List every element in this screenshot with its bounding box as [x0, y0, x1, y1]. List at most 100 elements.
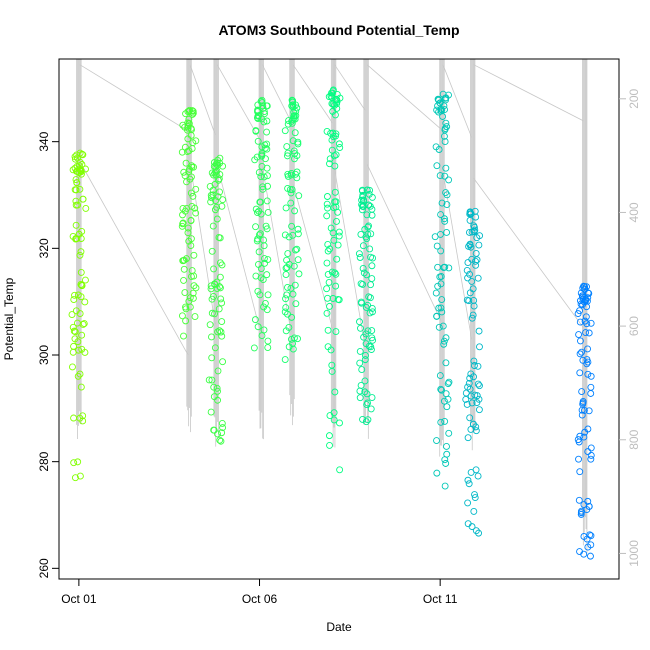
data-point — [444, 380, 452, 388]
data-point — [440, 215, 448, 223]
data-point — [445, 378, 453, 386]
data-point — [284, 184, 292, 192]
data-point — [74, 319, 81, 327]
data-point — [293, 174, 301, 182]
data-point — [258, 332, 266, 340]
data-point — [218, 419, 226, 427]
data-point — [251, 316, 259, 324]
data-point — [440, 337, 448, 345]
data-point — [328, 136, 336, 144]
data-point — [323, 212, 331, 220]
data-point — [580, 406, 588, 414]
data-point — [327, 129, 335, 137]
data-point — [77, 383, 85, 391]
data-point — [442, 189, 450, 197]
data-point — [575, 331, 583, 338]
data-point — [211, 310, 218, 318]
data-point — [584, 370, 592, 378]
data-point — [368, 327, 376, 334]
data-point — [255, 207, 263, 215]
data-point — [464, 274, 472, 282]
data-point — [578, 388, 586, 396]
data-point — [466, 270, 474, 278]
depth-track-transit — [473, 178, 584, 329]
data-point — [437, 385, 445, 393]
data-point — [324, 270, 332, 278]
data-point — [366, 186, 374, 194]
data-point — [334, 241, 342, 249]
data-point — [583, 297, 591, 305]
data-point — [326, 302, 333, 310]
data-point — [188, 107, 196, 115]
data-point — [464, 499, 472, 507]
data-point — [178, 222, 186, 230]
data-point — [587, 532, 595, 540]
depth-track-transit — [79, 161, 189, 356]
data-point — [587, 451, 595, 459]
data-point — [474, 274, 482, 282]
data-point — [81, 349, 89, 356]
data-point — [188, 267, 196, 275]
data-point — [76, 251, 84, 259]
data-point — [579, 301, 587, 309]
data-point — [363, 271, 371, 279]
data-point — [260, 173, 268, 181]
data-point — [292, 246, 299, 254]
y-tick-label: 300 — [37, 345, 51, 365]
data-point — [74, 458, 82, 466]
data-point — [577, 510, 585, 518]
data-point — [291, 115, 299, 123]
data-point — [332, 151, 340, 159]
data-point — [332, 95, 340, 103]
data-point — [192, 185, 200, 193]
data-point — [264, 337, 272, 345]
data-point — [216, 284, 224, 292]
data-point — [464, 476, 472, 484]
data-point — [475, 241, 483, 249]
data-point — [476, 382, 483, 390]
data-point — [289, 116, 297, 123]
data-point — [188, 145, 196, 153]
data-point — [82, 204, 90, 212]
data-point — [472, 257, 479, 265]
data-point — [468, 523, 476, 531]
data-point — [324, 241, 332, 248]
data-point — [469, 420, 477, 428]
data-point — [281, 356, 289, 364]
y2-tick-label: 800 — [627, 429, 641, 449]
data-point — [433, 312, 441, 320]
data-point — [327, 224, 335, 232]
data-point — [357, 298, 365, 306]
data-point — [357, 381, 365, 389]
data-point — [365, 222, 373, 230]
data-point — [216, 234, 224, 242]
data-point — [70, 459, 78, 467]
data-point — [73, 162, 81, 170]
data-point — [335, 232, 343, 240]
data-point — [283, 291, 291, 299]
data-point — [185, 120, 193, 127]
data-point — [187, 124, 195, 132]
data-point — [580, 433, 588, 441]
data-point — [472, 213, 480, 221]
data-point — [257, 274, 265, 282]
data-point — [438, 106, 446, 114]
data-point — [470, 357, 478, 365]
data-point — [256, 198, 264, 206]
data-point — [184, 224, 192, 232]
data-point — [355, 250, 363, 258]
data-point — [367, 230, 375, 238]
data-point — [288, 186, 296, 194]
data-point — [190, 163, 197, 171]
data-point — [330, 416, 338, 424]
data-point — [289, 101, 297, 109]
data-point — [578, 507, 585, 515]
data-point — [261, 299, 269, 307]
data-point — [442, 119, 450, 127]
data-point — [441, 263, 449, 271]
data-point — [475, 406, 483, 414]
data-point — [433, 469, 441, 477]
data-point — [254, 209, 261, 217]
data-point — [254, 137, 262, 145]
data-point — [358, 206, 366, 214]
